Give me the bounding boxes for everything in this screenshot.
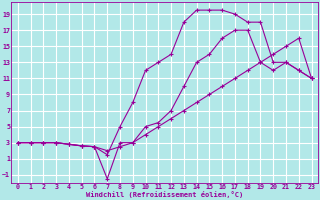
X-axis label: Windchill (Refroidissement éolien,°C): Windchill (Refroidissement éolien,°C) <box>86 191 243 198</box>
